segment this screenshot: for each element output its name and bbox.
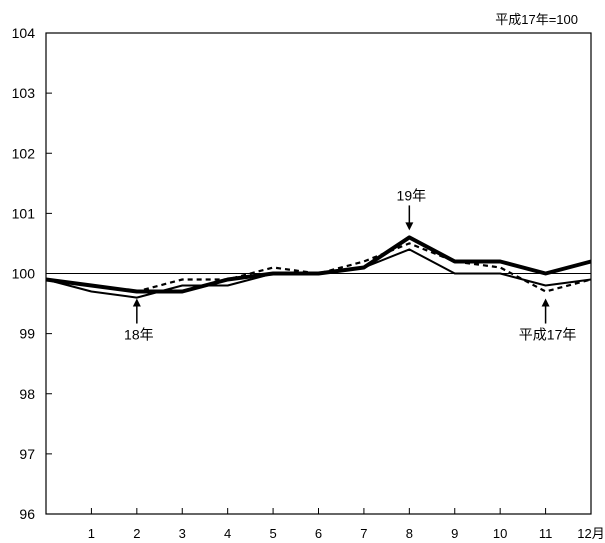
x-tick-label: 12月 [577, 526, 604, 541]
annotation-arrowhead [132, 298, 141, 307]
annotation-label: 平成17年 [519, 327, 577, 343]
x-tick-label: 5 [269, 526, 276, 541]
annotation-layer: 19年 18年 平成17年 [124, 187, 576, 342]
x-tick-label: 6 [315, 526, 322, 541]
x-tick-label: 10 [493, 526, 507, 541]
base-year-note: 平成17年=100 [495, 12, 578, 27]
x-tick-label: 7 [360, 526, 367, 541]
annotation-arrowhead [541, 298, 550, 307]
series-layer [45, 235, 592, 299]
x-tick-label: 9 [451, 526, 458, 541]
series-line-thick-solid [45, 235, 592, 294]
y-tick-label: 100 [12, 266, 36, 282]
y-axis: 96 97 98 99 100 101 102 103 104 [12, 25, 52, 522]
y-tick-label: 104 [12, 25, 36, 41]
series-line-dashed [45, 242, 592, 293]
annotation-label: 18年 [124, 327, 154, 343]
y-tick-label: 102 [12, 145, 36, 161]
annotation-arrowhead [405, 222, 414, 231]
y-tick-label: 99 [19, 326, 35, 342]
annotation-label: 19年 [397, 187, 427, 203]
x-tick-label: 3 [179, 526, 186, 541]
x-tick-label: 11 [539, 526, 553, 541]
x-tick-label: 1 [88, 526, 95, 541]
y-tick-label: 101 [12, 205, 36, 221]
y-tick-label: 96 [19, 506, 35, 522]
y-tick-label: 97 [19, 446, 35, 462]
x-tick-label: 4 [224, 526, 231, 541]
x-tick-label: 2 [133, 526, 140, 541]
y-tick-label: 98 [19, 386, 35, 402]
x-axis: 1 2 3 4 5 6 7 8 9 10 11 12月 [88, 508, 605, 541]
x-tick-label: 8 [406, 526, 413, 541]
y-tick-label: 103 [12, 85, 36, 101]
